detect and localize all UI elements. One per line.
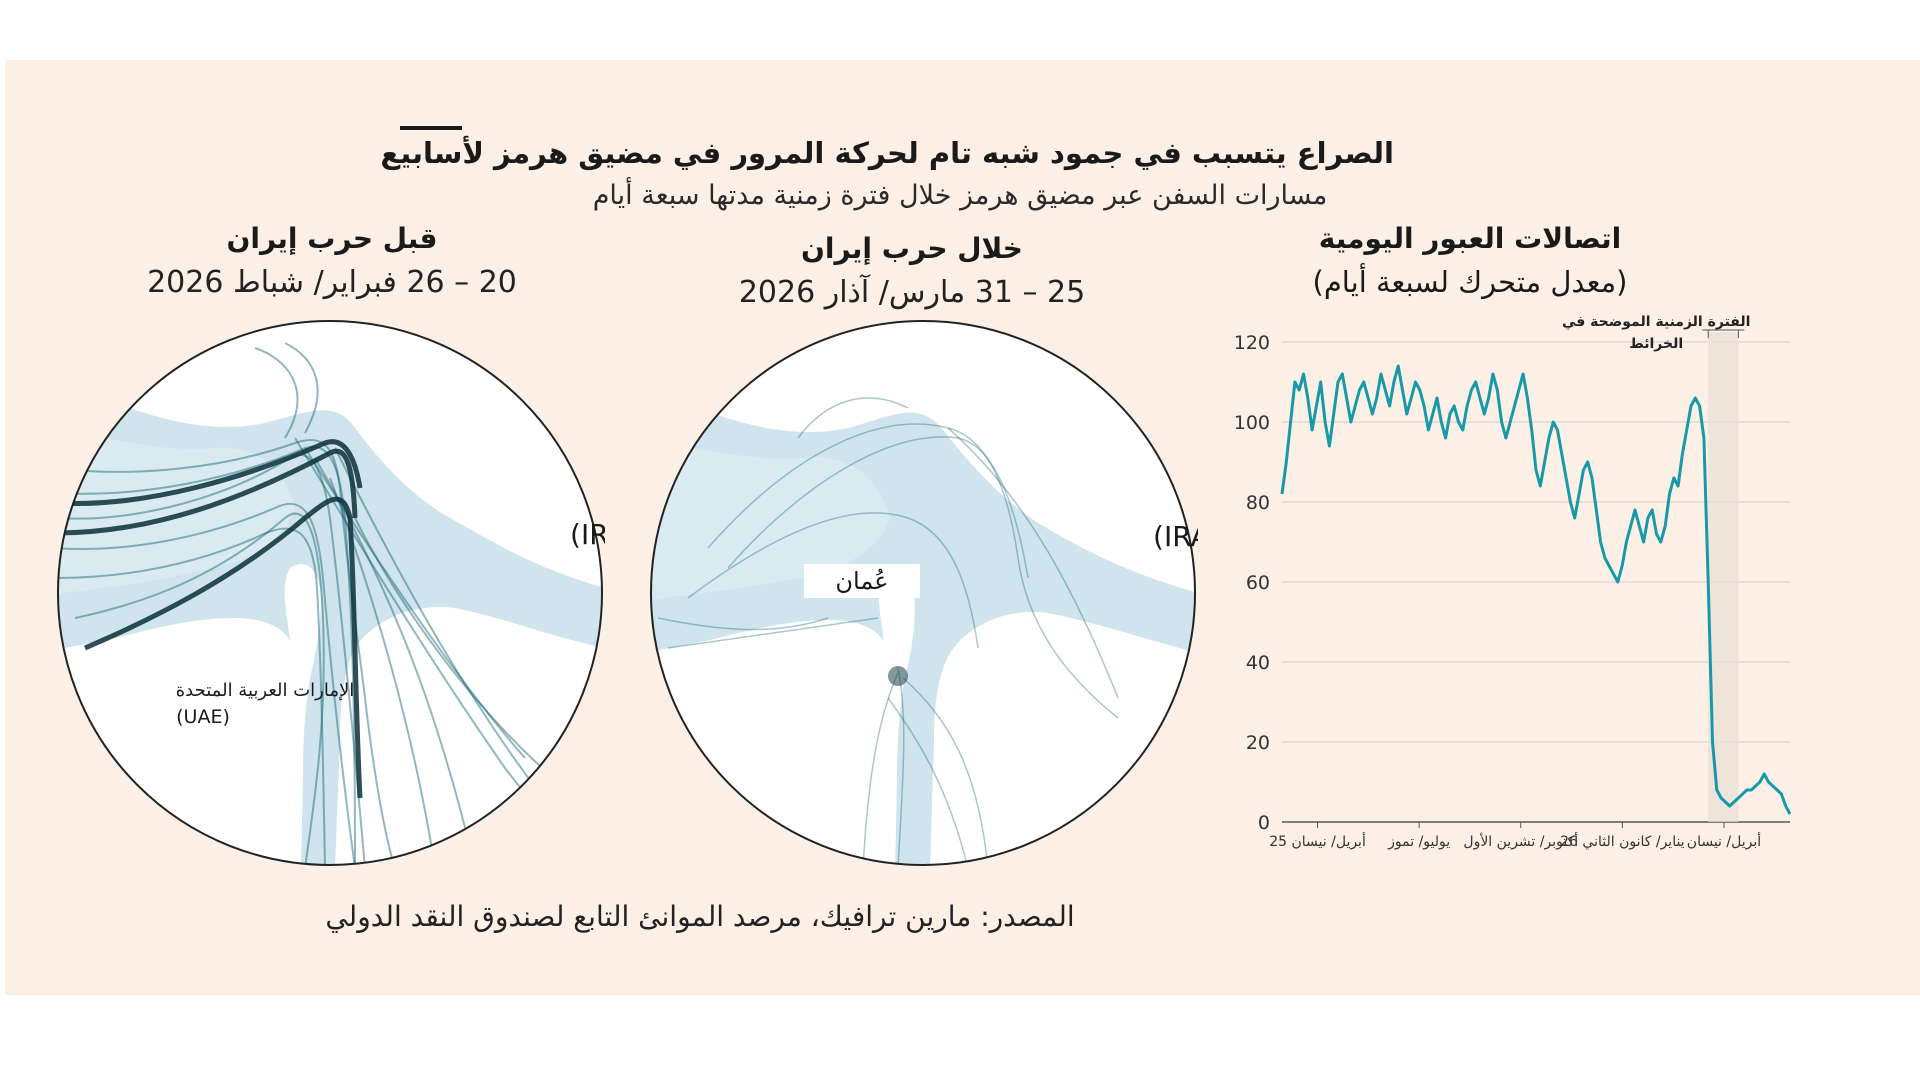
- map-during-label-oman: عُمان: [835, 567, 888, 595]
- chart-series: [1280, 364, 1792, 815]
- y-tick-label: 80: [1246, 492, 1270, 514]
- map-before-war: إيران (IRAN) الإمارات العربية المتحدة (U…: [57, 320, 605, 866]
- y-tick-label: 20: [1246, 732, 1270, 754]
- map-during-date: 25 – 31 مارس/ آذار 2026: [738, 275, 1086, 310]
- y-tick-label: 120: [1234, 332, 1270, 354]
- map-during-label-iran: إيران (IRAN): [1153, 520, 1198, 553]
- transit-chart: 0 20 40 60 80 100 120 أبريل/ نيسان 25 يوليو/ تم…: [1234, 314, 1792, 850]
- y-tick-label: 40: [1246, 652, 1270, 674]
- map-before-label-iran: إيران (IRAN): [570, 518, 605, 551]
- chart-x-ticks: أبريل/ نيسان 25 يوليو/ تموز أكتوبر/ تشرين …: [1269, 822, 1761, 850]
- x-tick-label: أبريل/ نيسان 25: [1269, 832, 1366, 850]
- source-credit: المصدر: مارين ترافيك، مرصد الموانئ التاب…: [325, 900, 1075, 933]
- map-before-sea-gulf: [58, 428, 295, 594]
- annotation-label: الفترة الزمنية الموضحة في الخرائط: [1562, 314, 1750, 352]
- x-tick-label: يوليو/ تموز: [1387, 834, 1450, 850]
- y-tick-label: 60: [1246, 572, 1270, 594]
- x-tick-label: أبريل/ نيسان: [1687, 832, 1761, 850]
- accent-bar: [400, 126, 462, 130]
- chart-subtitle: (معدل متحرك لسبعة أيام): [1312, 265, 1628, 299]
- series-line: [1280, 364, 1792, 815]
- map-before-main-tracks: [58, 439, 363, 799]
- map-during-ship-cluster: [888, 666, 908, 686]
- map-before-label-uae-en: (UAE): [176, 706, 230, 728]
- chart-y-ticks: 0 20 40 60 80 100 120: [1234, 332, 1270, 834]
- map-before-title: قبل حرب إيران: [226, 222, 438, 255]
- chart-title: اتصالات العبور اليومية: [1318, 222, 1622, 255]
- x-tick-label: يناير/ كانون الثاني 26: [1560, 834, 1685, 850]
- map-during-label-box: [804, 564, 920, 598]
- map-before-label-uae: الإمارات العربية المتحدة: [176, 680, 355, 701]
- map-during-title: خلال حرب إيران: [801, 232, 1023, 265]
- map-during-sea-gulf: [651, 438, 890, 600]
- map-before-land-peninsula: [284, 564, 321, 865]
- main-subtitle: مسارات السفن عبر مضيق هرمز خلال فترة زمن…: [592, 180, 1328, 211]
- x-tick-label: أكتوبر/ تشرين الأول: [1463, 832, 1578, 850]
- y-tick-label: 0: [1258, 812, 1270, 834]
- main-title: الصراع يتسبب في جمود شبه تام لحركة المرو…: [380, 136, 1394, 170]
- map-before-date: 20 – 26 فبراير/ شباط 2026: [147, 265, 517, 300]
- map-during-war: إيران (IRAN) عُمان: [650, 320, 1198, 866]
- map-during-land-peninsula: [878, 569, 915, 865]
- y-tick-label: 100: [1234, 412, 1270, 434]
- chart-annotation: الفترة الزمنية الموضحة في الخرائط: [1562, 314, 1750, 822]
- map-during-ship-tracks: [651, 397, 1119, 865]
- chart-grid: [1282, 341, 1790, 823]
